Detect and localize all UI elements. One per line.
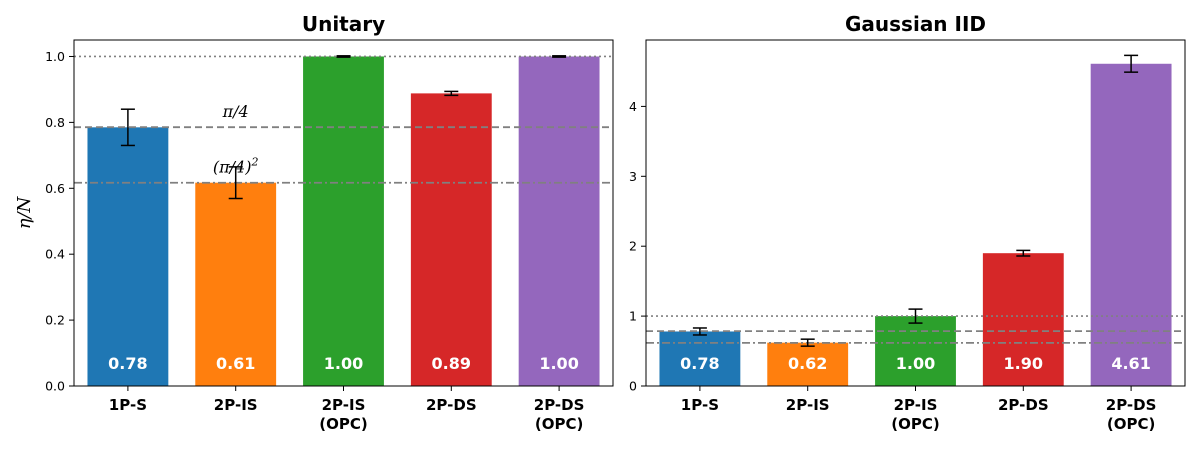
bar-gaussian-1 (767, 342, 849, 386)
bar-unitary-0 (87, 127, 169, 387)
bar-unitary-1 (195, 182, 277, 386)
bar-value-label-unitary-4: 1.00 (539, 354, 578, 373)
x-tick-label-unitary-2: (OPC) (319, 415, 367, 433)
y-tick-label-unitary-0: 0.0 (45, 379, 65, 394)
reference-label-text: π/4 (222, 102, 249, 121)
x-tick-label-gaussian-4: (OPC) (1107, 415, 1155, 433)
x-tick-label-unitary-2: 2P-IS (322, 396, 366, 414)
bar-value-label-gaussian-2: 1.00 (896, 354, 935, 373)
y-tick-label-unitary-1: 0.2 (45, 313, 65, 328)
bar-value-label-gaussian-4: 4.61 (1111, 354, 1150, 373)
bar-gaussian-3 (982, 253, 1064, 386)
bar-unitary-3 (410, 93, 492, 386)
x-tick-label-gaussian-1: 2P-IS (786, 396, 830, 414)
x-tick-label-gaussian-0: 1P-S (681, 396, 719, 414)
bar-value-label-unitary-0: 0.78 (108, 354, 147, 373)
gaussian-iid-chart: Gaussian IID 0.78 0.62 1.00 1.90 4.61 0 1 2 3 4 1P-… (629, 12, 1186, 433)
x-tick-label-unitary-1: 2P-IS (214, 396, 258, 414)
bar-gaussian-2 (875, 316, 956, 386)
chart-title-unitary: Unitary (302, 12, 385, 36)
bar-value-label-unitary-2: 1.00 (324, 354, 363, 373)
bar-value-label-unitary-3: 0.89 (432, 354, 471, 373)
y-tick-label-unitary-4: 0.8 (45, 115, 65, 130)
y-axis-label: η/N (14, 195, 35, 229)
reference-label-dashed: π/4 (222, 102, 249, 121)
bar-value-label-unitary-1: 0.61 (216, 354, 255, 373)
bar-gaussian-0 (659, 331, 741, 386)
chart-title-gaussian: Gaussian IID (845, 12, 986, 36)
x-tick-label-gaussian-2: (OPC) (891, 415, 939, 433)
x-tick-label-unitary-4: 2P-DS (534, 396, 585, 414)
x-tick-label-unitary-0: 1P-S (109, 396, 147, 414)
y-tick-label-unitary-2: 0.4 (45, 247, 65, 262)
bar-gaussian-4 (1090, 63, 1172, 386)
bar-unitary-4 (518, 56, 600, 386)
x-tick-label-gaussian-2: 2P-IS (894, 396, 938, 414)
reference-label-superscript: 2 (250, 156, 258, 169)
y-tick-label-gaussian-2: 2 (629, 239, 637, 254)
bar-value-label-gaussian-1: 0.62 (788, 354, 827, 373)
y-tick-label-gaussian-3: 3 (629, 169, 637, 184)
bar-value-label-gaussian-0: 0.78 (680, 354, 719, 373)
bar-unitary-2 (303, 56, 384, 386)
y-tick-label-unitary-5: 1.0 (45, 49, 65, 64)
y-tick-label-gaussian-1: 1 (629, 309, 637, 324)
x-tick-label-gaussian-4: 2P-DS (1106, 396, 1157, 414)
x-tick-label-unitary-4: (OPC) (535, 415, 583, 433)
x-tick-label-unitary-3: 2P-DS (426, 396, 477, 414)
y-tick-label-gaussian-0: 0 (629, 379, 637, 394)
x-tick-label-gaussian-3: 2P-DS (998, 396, 1049, 414)
y-tick-label-gaussian-4: 4 (629, 99, 637, 114)
bar-value-label-gaussian-3: 1.90 (1004, 354, 1043, 373)
y-tick-label-unitary-3: 0.6 (45, 181, 65, 196)
